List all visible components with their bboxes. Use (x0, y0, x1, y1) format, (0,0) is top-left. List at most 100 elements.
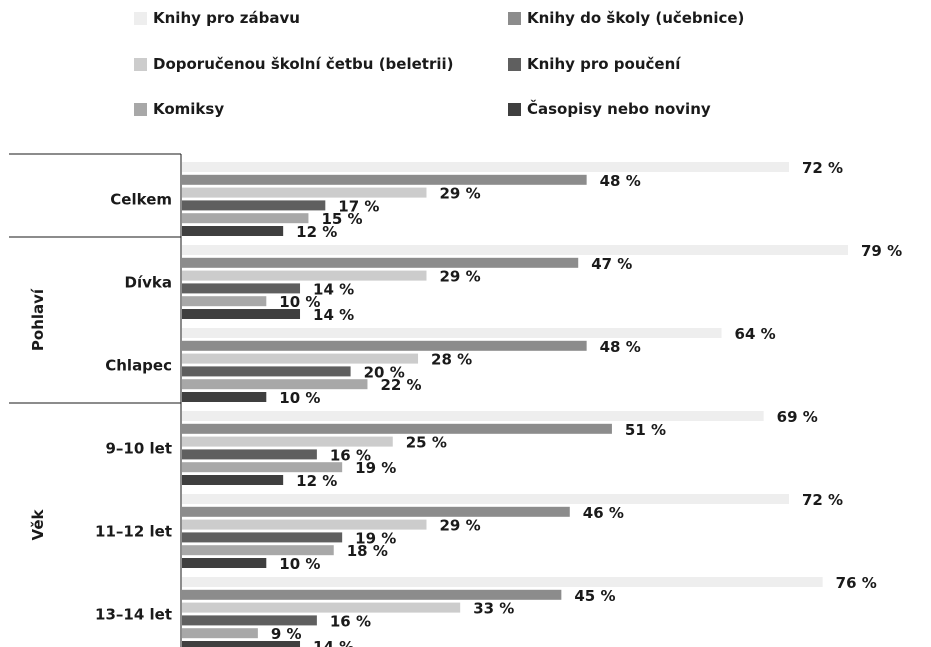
data-label: 15 % (321, 210, 362, 228)
bar (182, 213, 309, 224)
data-label: 64 % (735, 325, 776, 343)
bar (182, 283, 301, 294)
legend-item-doporucena-skolni-cetba: Doporučenou školní četbu (beletrii) (134, 54, 453, 74)
legend-swatch (134, 57, 147, 71)
category-labels: Celkem Dívka Chlapec 9–10 let 11–12 let 13–14… (95, 190, 172, 623)
legend-item-knihy-do-skoly: Knihy do školy (učebnice) (508, 8, 744, 28)
category-label: Dívka (125, 273, 172, 291)
data-label: 29 % (439, 517, 480, 535)
data-label: 48 % (600, 172, 641, 190)
legend-label: Komiksy (153, 100, 225, 118)
category-label: 9–10 let (105, 439, 172, 457)
data-label: 69 % (777, 408, 818, 426)
bar (182, 340, 587, 351)
bar (182, 628, 258, 639)
legend-label: Knihy pro poučení (527, 55, 681, 73)
chart-legend: Knihy pro zábavu Knihy do školy (učebnic… (0, 0, 931, 130)
bar (182, 187, 427, 198)
bar (182, 392, 267, 402)
data-label: 48 % (600, 338, 641, 356)
data-label: 47 % (591, 255, 632, 273)
bars (182, 162, 848, 647)
bar (182, 519, 427, 530)
legend-label: Knihy do školy (učebnice) (527, 9, 745, 27)
bar (182, 411, 764, 421)
data-label: 25 % (406, 434, 447, 452)
legend-swatch (508, 11, 521, 25)
data-label: 79 % (861, 242, 902, 260)
data-label: 10 % (279, 389, 320, 407)
legend-swatch (134, 102, 147, 116)
data-label: 12 % (296, 472, 337, 490)
category-label: 11–12 let (95, 522, 172, 540)
bar (182, 602, 461, 613)
legend-item-knihy-pro-zabavu: Knihy pro zábavu (134, 8, 300, 28)
data-label: 19 % (355, 529, 396, 547)
data-label: 14 % (313, 280, 354, 298)
data-label: 19 % (355, 459, 396, 477)
group-label: Pohlaví (29, 288, 47, 351)
data-label: 14 % (313, 306, 354, 324)
legend-label: Doporučenou školní četbu (beletrii) (153, 55, 454, 73)
data-label: 72 % (802, 159, 843, 177)
data-label: 9 % (271, 625, 302, 643)
data-label: 28 % (431, 351, 472, 369)
bar (182, 309, 301, 319)
bar (182, 577, 823, 587)
data-label: 22 % (380, 376, 421, 394)
data-label: 18 % (347, 542, 388, 560)
bar (182, 475, 284, 485)
data-label: 17 % (338, 197, 379, 215)
data-label: 46 % (583, 504, 624, 522)
bar (182, 226, 284, 236)
data-label: 10 % (279, 293, 320, 311)
data-labels: 72 % 48 % 29 % 17 %15 % 12 % 79 % 47 % 29 % 14 %… (271, 159, 902, 647)
category-label: 13–14 let (95, 605, 172, 623)
data-label: 51 % (625, 421, 666, 439)
data-label: 72 % (802, 491, 843, 509)
bar (182, 353, 419, 364)
bar (182, 270, 427, 281)
bar (182, 366, 351, 377)
bar (182, 558, 267, 568)
bar (182, 379, 368, 390)
bar (182, 641, 301, 647)
bar (182, 328, 722, 338)
bar (182, 615, 317, 626)
legend-swatch (508, 57, 521, 71)
group-label: Věk (29, 509, 47, 541)
data-label: 33 % (473, 600, 514, 618)
bar (182, 257, 579, 268)
bar (182, 174, 587, 185)
data-label: 29 % (439, 268, 480, 286)
data-label: 14 % (313, 638, 354, 647)
legend-label: Knihy pro zábavu (153, 9, 300, 27)
legend-swatch (508, 102, 521, 116)
data-label: 29 % (439, 185, 480, 203)
data-label: 76 % (836, 574, 877, 592)
bar (182, 296, 267, 307)
bar (182, 506, 570, 517)
category-label: Chlapec (105, 356, 172, 374)
category-label: Celkem (110, 190, 172, 208)
legend-item-knihy-pro-pouceni: Knihy pro poučení (508, 54, 680, 74)
bar (182, 462, 343, 473)
data-label: 20 % (364, 363, 405, 381)
bar (182, 545, 334, 556)
bar (182, 162, 789, 172)
data-label: 16 % (330, 612, 371, 630)
bar (182, 449, 317, 460)
data-label: 45 % (574, 587, 615, 605)
bar (182, 200, 326, 211)
bar (182, 245, 848, 255)
group-labels: Pohlaví Věk (29, 288, 47, 540)
legend-item-komiksy: Komiksy (134, 99, 224, 119)
data-label: 16 % (330, 446, 371, 464)
bar (182, 532, 343, 543)
bar (182, 589, 562, 600)
legend-label: Časopisy nebo noviny (527, 100, 711, 118)
bar (182, 494, 789, 504)
bar (182, 423, 612, 434)
chart-frame (9, 153, 182, 647)
